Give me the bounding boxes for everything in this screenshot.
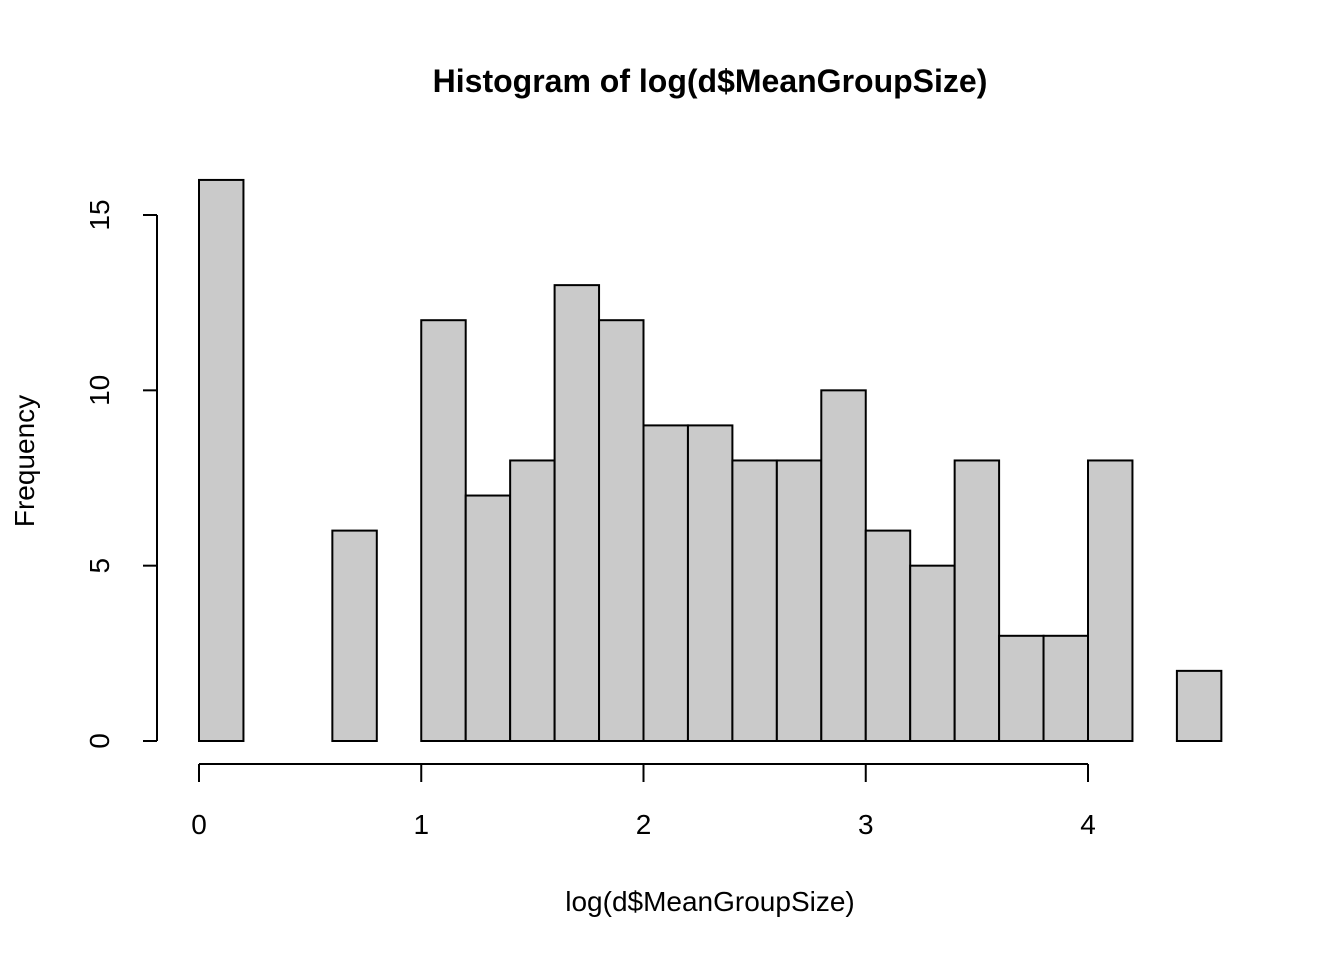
histogram-bar	[553, 284, 601, 742]
histogram-bar	[864, 529, 912, 742]
histogram-bar	[909, 564, 956, 743]
histogram-bar	[686, 424, 734, 742]
histogram-bar	[642, 424, 689, 742]
y-tick-label: 0	[84, 733, 115, 749]
x-axis: 0 1 2 3 4	[191, 763, 1096, 840]
chart-title: Histogram of log(d$MeanGroupSize)	[433, 63, 988, 99]
histogram-bar	[775, 459, 823, 742]
histogram-bar	[998, 634, 1045, 742]
histogram-bar	[1175, 669, 1223, 742]
histogram-bar	[820, 389, 867, 742]
histogram-bar	[953, 459, 1001, 742]
y-axis-label: Frequency	[9, 395, 40, 527]
x-tick-label: 2	[636, 809, 652, 840]
x-axis-label: log(d$MeanGroupSize)	[565, 886, 855, 917]
x-tick-label: 0	[191, 809, 207, 840]
x-tick-label: 4	[1080, 809, 1096, 840]
histogram-bar	[198, 178, 245, 742]
histogram-bar	[509, 459, 556, 742]
histogram-bar	[731, 459, 778, 742]
y-tick-label: 10	[84, 375, 115, 406]
histogram-bar	[464, 494, 512, 742]
y-axis: 0 5 10 15	[84, 199, 158, 749]
histogram-bar	[331, 529, 378, 742]
y-tick-label: 15	[84, 199, 115, 230]
histogram-bars	[198, 178, 1223, 743]
histogram-bar	[598, 319, 645, 742]
x-tick-label: 3	[858, 809, 874, 840]
x-tick-label: 1	[413, 809, 429, 840]
y-tick-label: 5	[84, 558, 115, 574]
histogram-bar	[1087, 459, 1134, 742]
histogram-bar	[420, 319, 467, 742]
histogram-bar	[1042, 634, 1090, 742]
